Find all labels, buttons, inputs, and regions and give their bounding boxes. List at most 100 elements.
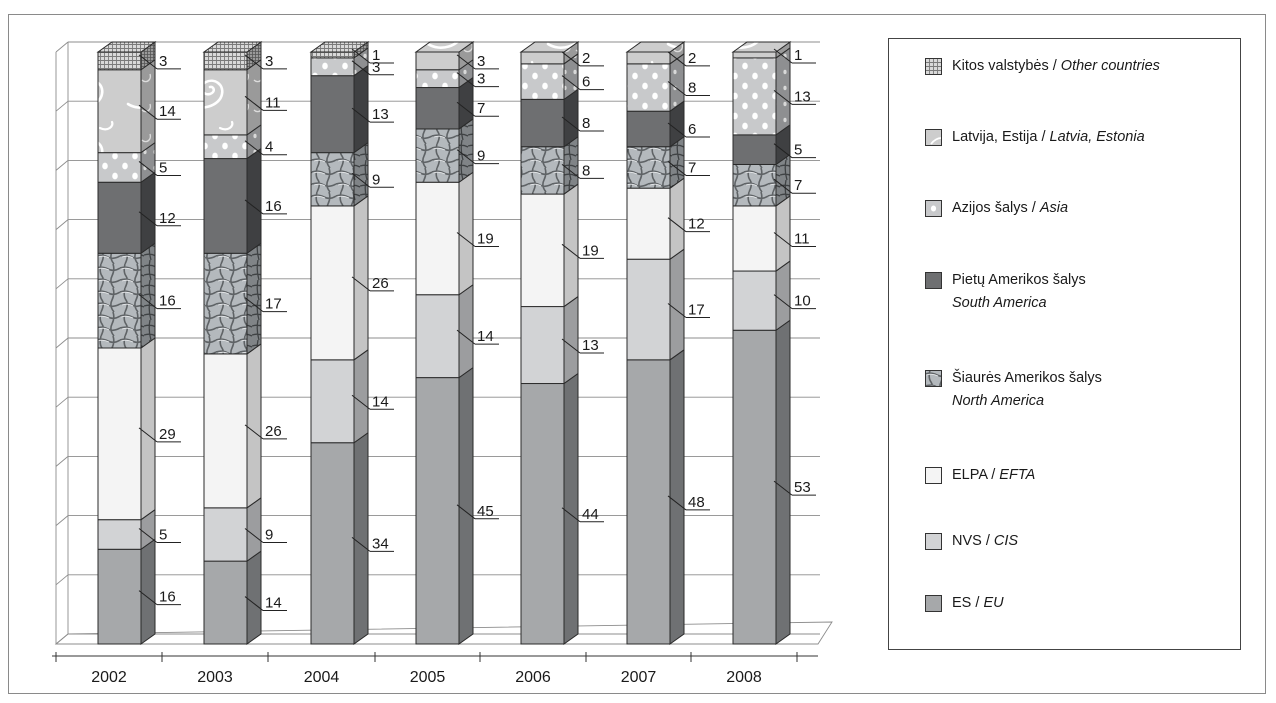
bar-segment bbox=[520, 98, 565, 148]
leader-line bbox=[561, 116, 581, 132]
legend-label-en: North America bbox=[952, 393, 1045, 409]
bar-segment bbox=[203, 507, 248, 562]
bar-segment-side bbox=[353, 194, 369, 361]
data-label: 34 bbox=[372, 535, 389, 552]
bar-segment-side bbox=[246, 550, 262, 645]
gridline-side bbox=[55, 160, 69, 171]
bar-segment-side bbox=[246, 242, 262, 355]
bar-top-cap bbox=[414, 41, 475, 53]
data-label: 9 bbox=[477, 148, 485, 165]
leader-line bbox=[244, 424, 264, 440]
bar-segment-side bbox=[353, 141, 369, 207]
bar-segment bbox=[732, 205, 777, 272]
bar-segment bbox=[626, 359, 671, 645]
bar-segment bbox=[732, 329, 777, 645]
bar-segment-side bbox=[140, 538, 156, 645]
bar-segment bbox=[732, 163, 777, 207]
bar-segment bbox=[415, 69, 460, 89]
gridline-side bbox=[55, 41, 69, 53]
bar-segment bbox=[626, 258, 671, 361]
data-label: 5 bbox=[159, 159, 167, 176]
data-label: 13 bbox=[372, 106, 389, 123]
bar-segment-side bbox=[775, 46, 791, 136]
bar-segment-side bbox=[140, 337, 156, 521]
data-label: 2 bbox=[688, 50, 696, 67]
bar-segment bbox=[415, 181, 460, 296]
bar-top-cap bbox=[731, 41, 792, 53]
data-label: 19 bbox=[477, 230, 494, 247]
bar-segment bbox=[626, 187, 671, 260]
legend-label: Latvija, Estija / Latvia, Estonia bbox=[952, 126, 1145, 149]
dots-pattern-swatch-icon bbox=[925, 200, 942, 217]
legend-label-lt: NVS / bbox=[952, 533, 994, 549]
data-label: 3 bbox=[477, 53, 485, 70]
leader-line bbox=[138, 54, 158, 70]
legend-label-lt: Pietų Amerikos šalys bbox=[952, 272, 1086, 288]
bar-segment bbox=[203, 158, 248, 254]
bar-top-cap bbox=[625, 41, 686, 53]
leader-line bbox=[138, 427, 158, 443]
x-tick-label: 2004 bbox=[304, 669, 340, 686]
leader-line bbox=[138, 211, 158, 227]
legend-item-asia: Azijos šalys / Asia bbox=[925, 199, 1068, 220]
x-axis: 2002 2003 2004 2005 2006 2007 2008 bbox=[52, 652, 818, 686]
bar-segment bbox=[310, 205, 355, 361]
bar-segment bbox=[203, 51, 248, 71]
data-labels: 1652916125143149261716411334142691331451… bbox=[138, 47, 816, 612]
leader-line bbox=[351, 48, 371, 64]
bar-segment bbox=[97, 519, 142, 550]
bar-segment-side bbox=[458, 283, 474, 379]
data-label: 44 bbox=[582, 506, 599, 523]
bar-segment bbox=[732, 57, 777, 136]
leader-line bbox=[456, 101, 476, 117]
leader-line bbox=[773, 143, 793, 159]
leader-line bbox=[667, 161, 687, 176]
legend-label-en: Other countries bbox=[1060, 58, 1160, 74]
bar-segment-side bbox=[353, 348, 369, 444]
leader-line bbox=[667, 217, 687, 233]
swirl-pattern-swatch-icon bbox=[925, 129, 942, 146]
leader-line bbox=[351, 172, 371, 188]
legend-label-en: South America bbox=[952, 295, 1047, 311]
bar-segment bbox=[626, 110, 671, 148]
data-label: 6 bbox=[582, 74, 590, 91]
leader-line bbox=[456, 54, 476, 70]
data-label: 4 bbox=[265, 139, 273, 156]
legend-label-en: CIS bbox=[993, 533, 1019, 549]
leader-line bbox=[773, 178, 793, 194]
bar-segment bbox=[97, 181, 142, 254]
leader-line bbox=[667, 51, 687, 67]
bar-segment-side bbox=[353, 64, 369, 154]
legend-label-lt: ES / bbox=[952, 595, 984, 611]
leader-line bbox=[138, 161, 158, 176]
bar-segment-side bbox=[246, 147, 262, 255]
legend-label: Azijos šalys / Asia bbox=[952, 197, 1068, 220]
legend-label-en: EFTA bbox=[999, 467, 1036, 483]
cracked-pattern-swatch-icon bbox=[925, 370, 942, 387]
leader-line bbox=[138, 294, 158, 310]
legend-label-lt: Kitos valstybės / bbox=[952, 58, 1061, 74]
leader-line bbox=[667, 122, 687, 138]
data-label: 3 bbox=[372, 59, 380, 76]
leader-line bbox=[561, 338, 581, 354]
leader-line bbox=[773, 90, 793, 105]
data-label: 14 bbox=[159, 103, 176, 120]
bar-segment-side bbox=[140, 242, 156, 349]
data-label: 53 bbox=[794, 479, 811, 496]
bar-segment bbox=[415, 87, 460, 130]
leader-line bbox=[561, 243, 581, 259]
bar-segment bbox=[520, 51, 565, 65]
data-label: 3 bbox=[265, 53, 273, 70]
data-label: 7 bbox=[794, 177, 802, 194]
leader-line bbox=[351, 536, 371, 552]
bar-segment bbox=[97, 347, 142, 521]
leader-line bbox=[244, 596, 264, 611]
data-label: 16 bbox=[159, 293, 176, 310]
bar-segment-side bbox=[563, 183, 579, 308]
leader-line bbox=[351, 60, 371, 76]
legend-item-other: Kitos valstybės / Other countries bbox=[925, 57, 1160, 78]
leader-line bbox=[773, 480, 793, 496]
bar-segment bbox=[203, 560, 248, 645]
legend-label: Pietų Amerikos šalys South America bbox=[952, 269, 1086, 315]
